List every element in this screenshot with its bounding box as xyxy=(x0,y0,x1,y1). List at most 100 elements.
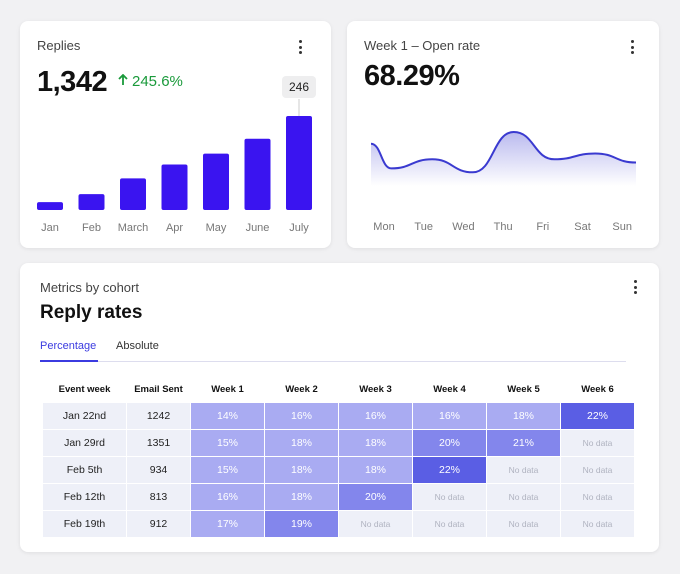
rate-cell: 16% xyxy=(191,484,264,510)
column-header: Week 1 xyxy=(211,383,244,395)
open-rate-area xyxy=(371,132,636,186)
table-row: Jan 29rd 1351 15% 18% 18% 20% 21% No data xyxy=(43,430,634,456)
cohort-subtitle: Metrics by cohort xyxy=(40,280,139,295)
rate-cell: 14% xyxy=(191,403,264,429)
rate-cell: 15% xyxy=(191,457,264,483)
x-tick-label: June xyxy=(246,222,270,234)
open-rate-menu-icon[interactable] xyxy=(626,39,638,55)
column-header: Week 3 xyxy=(359,383,392,395)
rate-cell: 18% xyxy=(339,457,412,483)
email-sent-cell: 934 xyxy=(127,457,190,483)
x-tick-label: Apr xyxy=(166,222,183,234)
column-header: Week 2 xyxy=(285,383,318,395)
no-data-cell: No data xyxy=(561,511,634,537)
open-rate-title: Week 1 – Open rate xyxy=(364,38,481,53)
rate-cell: 18% xyxy=(265,430,338,456)
open-rate-card: Week 1 – Open rate 68.29% Mon Tue Wed Thu Fr… xyxy=(347,21,659,248)
bar-apr[interactable] xyxy=(161,164,188,210)
rate-cell: 16% xyxy=(413,403,486,429)
no-data-cell: No data xyxy=(487,484,560,510)
replies-delta-value: 245.6% xyxy=(132,73,183,90)
replies-bar-chart: Jan Feb March Apr May June July 246 xyxy=(37,76,316,234)
tab-percentage[interactable]: Percentage xyxy=(40,340,97,352)
tooltip-value: 246 xyxy=(289,80,309,94)
event-week-cell: Feb 19th xyxy=(43,511,126,537)
rate-cell: 21% xyxy=(487,430,560,456)
table-header-row: Event week Email Sent Week 1 Week 2 Week 3 We… xyxy=(43,376,634,402)
arrow-up-icon xyxy=(118,73,128,90)
replies-title: Replies xyxy=(37,38,81,53)
column-header: Event week xyxy=(58,383,111,395)
open-rate-line xyxy=(370,130,637,174)
x-tick-label: Mon xyxy=(373,221,394,233)
event-week-cell: Jan 22nd xyxy=(43,403,126,429)
x-tick-label: Wed xyxy=(452,221,474,233)
open-rate-value: 68.29% xyxy=(364,60,460,92)
cohort-tabs: Percentage Absolute xyxy=(40,338,626,362)
replies-value: 1,342 xyxy=(37,66,108,98)
no-data-cell: No data xyxy=(487,457,560,483)
replies-delta: 245.6% xyxy=(118,73,183,90)
x-tick-label: Fri xyxy=(536,221,549,233)
email-sent-cell: 912 xyxy=(127,511,190,537)
bar-july[interactable] xyxy=(286,116,312,210)
active-tab-indicator xyxy=(40,360,98,362)
table-row: Jan 22nd 1242 14% 16% 16% 16% 18% 22% xyxy=(43,403,634,429)
cohort-table: Event week Email Sent Week 1 Week 2 Week 3 We… xyxy=(42,375,635,538)
rate-cell: 18% xyxy=(339,430,412,456)
event-week-cell: Jan 29rd xyxy=(43,430,126,456)
x-tick-label: May xyxy=(206,222,227,234)
rate-cell: 18% xyxy=(487,403,560,429)
column-header: Week 5 xyxy=(507,383,540,395)
rate-cell: 20% xyxy=(339,484,412,510)
no-data-cell: No data xyxy=(561,457,634,483)
no-data-cell: No data xyxy=(561,430,634,456)
x-tick-label: March xyxy=(118,222,149,234)
email-sent-cell: 1351 xyxy=(127,430,190,456)
rate-cell: 18% xyxy=(265,457,338,483)
open-rate-line-chart: Mon Tue Wed Thu Fri Sat Sun xyxy=(370,130,637,233)
no-data-cell: No data xyxy=(339,511,412,537)
event-week-cell: Feb 12th xyxy=(43,484,126,510)
cohort-menu-icon[interactable] xyxy=(629,279,641,295)
rate-cell: 16% xyxy=(339,403,412,429)
x-tick-label: Tue xyxy=(414,221,433,233)
table-row: Feb 5th 934 15% 18% 18% 22% No data No data xyxy=(43,457,634,483)
no-data-cell: No data xyxy=(413,484,486,510)
rate-cell: 22% xyxy=(561,403,634,429)
bar-june[interactable] xyxy=(244,138,271,210)
column-header: Week 4 xyxy=(433,383,466,395)
x-tick-label: Thu xyxy=(494,221,513,233)
no-data-cell: No data xyxy=(561,484,634,510)
tooltip-box xyxy=(282,76,316,98)
x-tick-label: Sat xyxy=(574,221,591,233)
table-row: Feb 12th 813 16% 18% 20% No data No data No dat… xyxy=(43,484,634,510)
email-sent-cell: 813 xyxy=(127,484,190,510)
replies-menu-icon[interactable] xyxy=(294,39,306,55)
no-data-cell: No data xyxy=(413,511,486,537)
column-header: Week 6 xyxy=(581,383,614,395)
table-row: Feb 19th 912 17% 19% No data No data No data No… xyxy=(43,511,634,537)
cohort-card: Metrics by cohort Reply rates Percentage… xyxy=(20,263,659,552)
rate-cell: 17% xyxy=(191,511,264,537)
x-tick-label: Jan xyxy=(41,222,59,234)
replies-card: Replies 1,342 245.6% Jan Feb March Apr May Ju… xyxy=(20,21,331,248)
x-tick-label: July xyxy=(289,222,309,234)
email-sent-cell: 1242 xyxy=(127,403,190,429)
rate-cell: 20% xyxy=(413,430,486,456)
rate-cell: 18% xyxy=(265,484,338,510)
tab-absolute[interactable]: Absolute xyxy=(116,340,159,352)
rate-cell: 16% xyxy=(265,403,338,429)
column-header: Email Sent xyxy=(134,383,183,395)
x-tick-label: Feb xyxy=(82,222,101,234)
bar-feb[interactable] xyxy=(78,194,105,210)
bar-march[interactable] xyxy=(120,178,146,210)
event-week-cell: Feb 5th xyxy=(43,457,126,483)
cohort-title: Reply rates xyxy=(40,302,143,323)
rate-cell: 22% xyxy=(413,457,486,483)
bar-jan[interactable] xyxy=(37,202,63,210)
bar-may[interactable] xyxy=(203,153,229,210)
rate-cell: 15% xyxy=(191,430,264,456)
x-tick-label: Sun xyxy=(612,221,632,233)
rate-cell: 19% xyxy=(265,511,338,537)
